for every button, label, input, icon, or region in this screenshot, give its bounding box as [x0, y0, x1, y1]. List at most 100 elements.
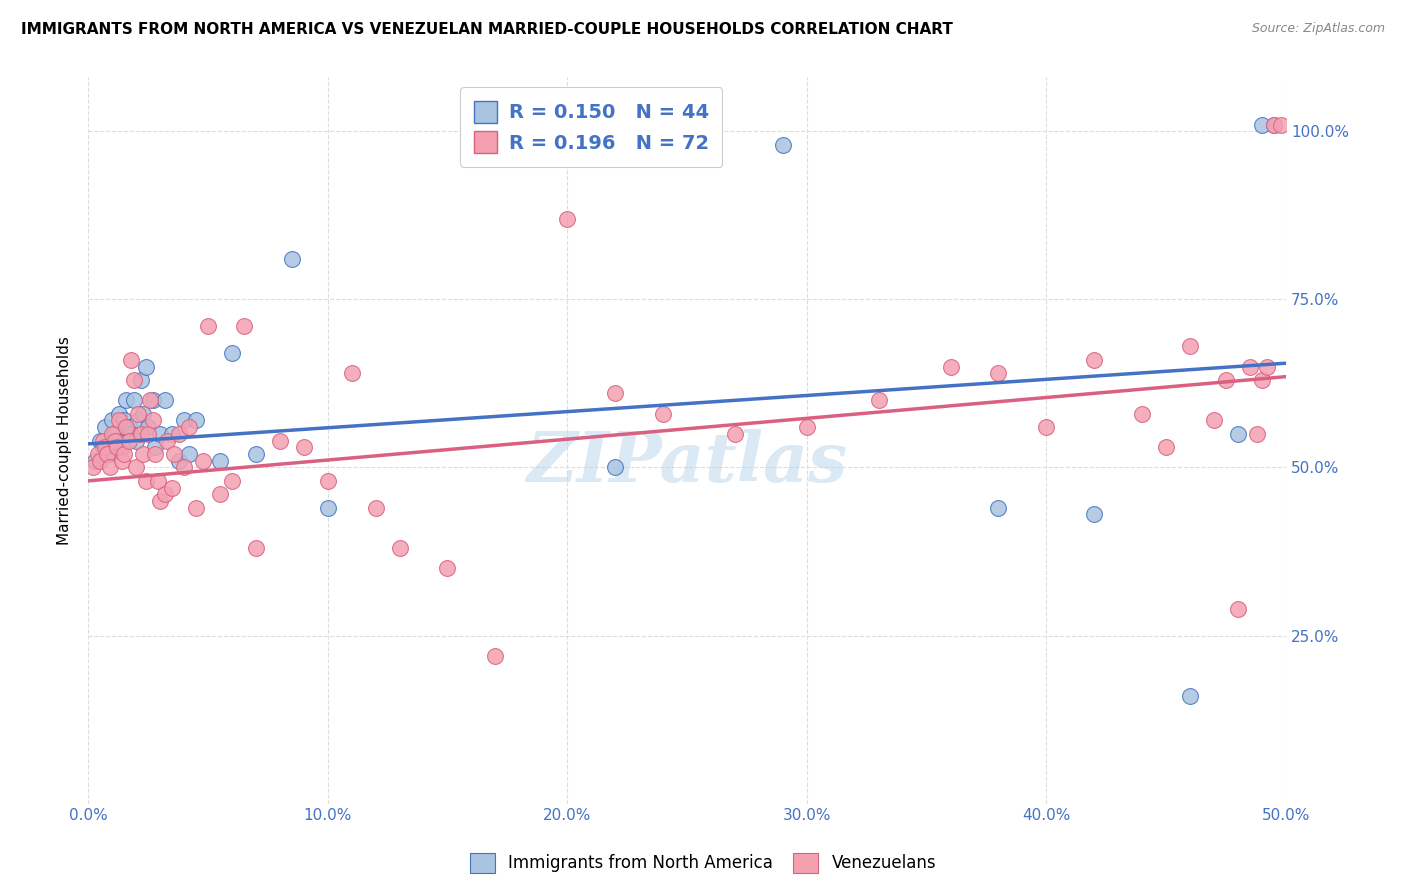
- Point: [112, 447, 135, 461]
- Point: [1270, 118, 1292, 132]
- Point: [91, 440, 114, 454]
- Point: [132, 407, 155, 421]
- Point: [108, 413, 131, 427]
- Point: [115, 420, 138, 434]
- Point: [987, 366, 1010, 380]
- Point: [84, 453, 107, 467]
- Point: [1246, 426, 1268, 441]
- Point: [1083, 508, 1105, 522]
- Point: [153, 393, 176, 408]
- Point: [136, 420, 159, 434]
- Point: [652, 407, 675, 421]
- Point: [89, 434, 111, 448]
- Point: [184, 500, 207, 515]
- Point: [221, 474, 243, 488]
- Point: [184, 413, 207, 427]
- Point: [142, 393, 165, 408]
- Point: [605, 386, 627, 401]
- Point: [221, 346, 243, 360]
- Point: [1130, 407, 1153, 421]
- Point: [146, 474, 169, 488]
- Point: [115, 393, 138, 408]
- Point: [143, 447, 166, 461]
- Point: [177, 420, 200, 434]
- Point: [139, 393, 162, 408]
- Point: [125, 460, 148, 475]
- Point: [340, 366, 363, 380]
- Point: [143, 440, 166, 454]
- Point: [191, 453, 214, 467]
- Point: [1204, 413, 1226, 427]
- Point: [1227, 601, 1250, 615]
- Point: [153, 487, 176, 501]
- Point: [108, 407, 131, 421]
- Point: [87, 447, 110, 461]
- Point: [796, 420, 818, 434]
- Point: [111, 440, 134, 454]
- Point: [1154, 440, 1177, 454]
- Point: [316, 500, 339, 515]
- Point: [156, 434, 179, 448]
- Point: [364, 500, 387, 515]
- Point: [388, 541, 411, 555]
- Point: [987, 500, 1010, 515]
- Point: [1227, 426, 1250, 441]
- Point: [245, 447, 267, 461]
- Point: [149, 494, 172, 508]
- Point: [232, 319, 254, 334]
- Text: ZIPatlas: ZIPatlas: [526, 428, 848, 496]
- Point: [101, 426, 124, 441]
- Point: [173, 460, 195, 475]
- Point: [245, 541, 267, 555]
- Point: [96, 440, 118, 454]
- Point: [129, 426, 152, 441]
- Point: [142, 413, 165, 427]
- Point: [1083, 352, 1105, 367]
- Point: [1251, 373, 1274, 387]
- Point: [605, 460, 627, 475]
- Point: [129, 373, 152, 387]
- Point: [101, 413, 124, 427]
- Point: [82, 460, 104, 475]
- Point: [316, 474, 339, 488]
- Point: [167, 426, 190, 441]
- Point: [103, 434, 125, 448]
- Point: [1263, 118, 1285, 132]
- Point: [160, 426, 183, 441]
- Point: [160, 481, 183, 495]
- Text: Source: ZipAtlas.com: Source: ZipAtlas.com: [1251, 22, 1385, 36]
- Point: [281, 252, 304, 266]
- Point: [127, 413, 149, 427]
- Point: [1178, 689, 1201, 703]
- Point: [1239, 359, 1261, 374]
- Point: [197, 319, 219, 334]
- Legend: Immigrants from North America, Venezuelans: Immigrants from North America, Venezuela…: [463, 847, 943, 880]
- Point: [1263, 118, 1285, 132]
- Point: [163, 447, 186, 461]
- Point: [103, 426, 125, 441]
- Point: [173, 413, 195, 427]
- Point: [136, 426, 159, 441]
- Point: [91, 434, 114, 448]
- Point: [1256, 359, 1278, 374]
- Legend: R = 0.150   N = 44, R = 0.196   N = 72: R = 0.150 N = 44, R = 0.196 N = 72: [460, 87, 723, 167]
- Point: [208, 453, 231, 467]
- Point: [772, 137, 794, 152]
- Point: [177, 447, 200, 461]
- Point: [208, 487, 231, 501]
- Y-axis label: Married-couple Households: Married-couple Households: [58, 336, 72, 545]
- Point: [132, 447, 155, 461]
- Point: [111, 453, 134, 467]
- Point: [939, 359, 962, 374]
- Point: [127, 407, 149, 421]
- Point: [118, 434, 141, 448]
- Point: [98, 460, 121, 475]
- Point: [94, 420, 117, 434]
- Point: [89, 453, 111, 467]
- Point: [1215, 373, 1237, 387]
- Point: [122, 393, 145, 408]
- Point: [118, 420, 141, 434]
- Text: IMMIGRANTS FROM NORTH AMERICA VS VENEZUELAN MARRIED-COUPLE HOUSEHOLDS CORRELATIO: IMMIGRANTS FROM NORTH AMERICA VS VENEZUE…: [21, 22, 953, 37]
- Point: [1178, 339, 1201, 353]
- Point: [94, 440, 117, 454]
